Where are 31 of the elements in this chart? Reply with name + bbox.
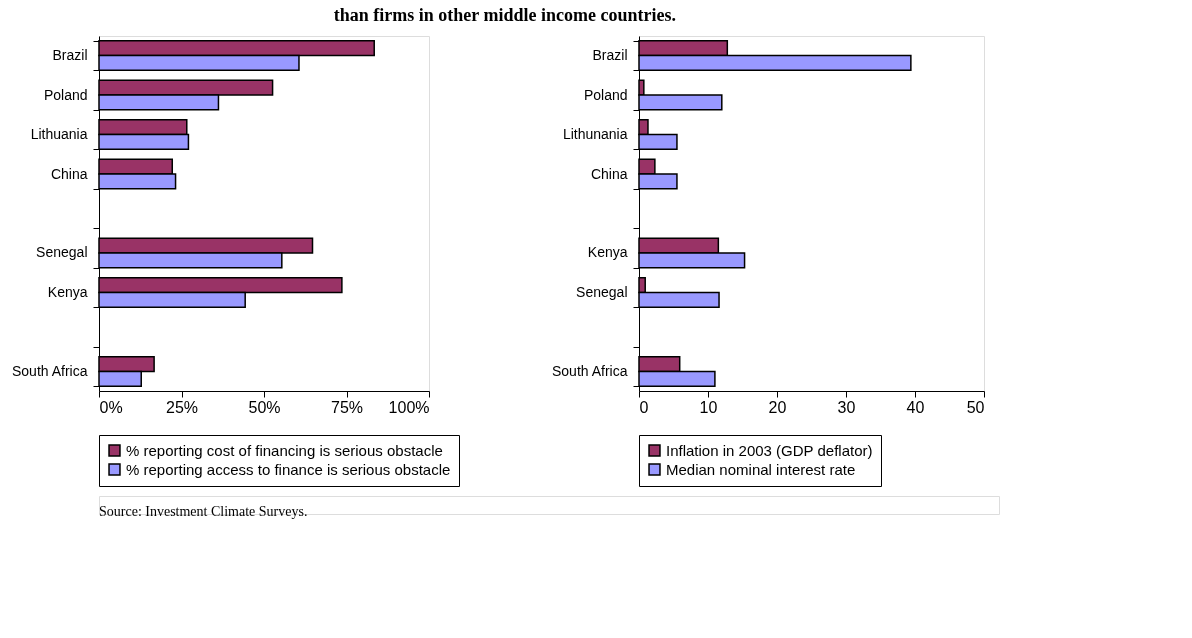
x-tick-label: 100% [388,398,430,416]
y-tick-label: China [50,165,88,182]
x-tick-label: 25% [165,398,199,416]
y-tick-label: South Africa [552,362,628,379]
y-tick-label: Kenya [587,244,628,261]
x-tick-label: 20 [768,398,787,416]
y-tick-label: South Africa [12,362,88,379]
legend-label: Median nominal interest rate [666,460,856,478]
x-tick-label: 75% [330,398,364,416]
x-tick-label: 10 [699,398,718,416]
y-tick-label: Poland [583,86,628,103]
x-tick-label: 30 [837,398,856,416]
y-tick-label: China [590,165,628,182]
legend-label: % reporting access to finance is serious obstacle [126,460,451,478]
source-note: Source: Investment Climate Surveys. [99,504,308,519]
x-tick-label: 50% [248,398,281,416]
y-tick-label: Kenya [47,283,88,300]
legend-label: % reporting cost of financing is serious obstacle [126,441,443,459]
y-tick-label: Lithunania [562,126,628,143]
x-tick-label: 0 [639,398,649,416]
y-tick-label: Lithuania [30,126,88,143]
legend-label: Inflation in 2003 (GDP deflator) [666,441,873,459]
x-tick-label: 0% [99,398,123,416]
x-tick-label: 40 [906,398,925,416]
text: than firms in other middle income countries. [333,4,676,25]
x-tick-label: 50 [966,398,985,416]
y-tick-label: Brazil [592,47,628,64]
y-tick-label: Senegal [36,244,88,261]
y-tick-label: Brazil [52,47,88,64]
y-tick-label: Senegal [576,283,628,300]
y-tick-label: Poland [43,86,88,103]
